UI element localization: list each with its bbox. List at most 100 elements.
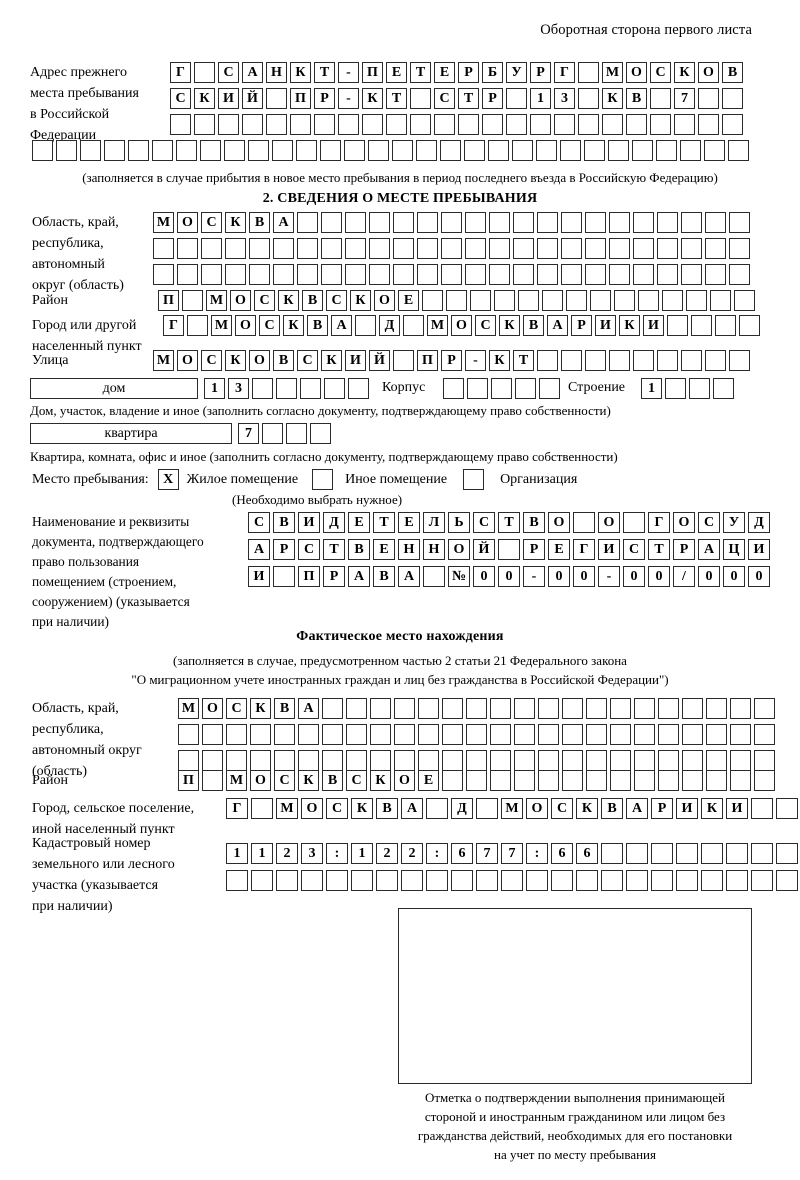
char-cell[interactable]: 1 xyxy=(530,88,551,109)
char-cell[interactable] xyxy=(609,350,630,371)
char-cell[interactable]: Г xyxy=(170,62,191,83)
char-cell[interactable] xyxy=(578,88,599,109)
char-cell[interactable]: У xyxy=(506,62,527,83)
char-cell[interactable]: 2 xyxy=(376,843,398,864)
char-cell[interactable] xyxy=(273,264,294,285)
char-cell[interactable]: Е xyxy=(418,770,439,791)
char-cell[interactable]: О xyxy=(448,539,470,560)
char-cell[interactable] xyxy=(443,378,464,399)
char-cell[interactable]: М xyxy=(602,62,623,83)
char-cell[interactable]: Й xyxy=(242,88,263,109)
char-cell[interactable]: Р xyxy=(571,315,592,336)
char-cell[interactable] xyxy=(667,315,688,336)
char-cell[interactable] xyxy=(451,870,473,891)
char-cell[interactable] xyxy=(698,88,719,109)
char-cell[interactable] xyxy=(442,698,463,719)
char-cell[interactable] xyxy=(514,698,535,719)
char-cell[interactable]: О xyxy=(698,62,719,83)
char-cell[interactable]: 1 xyxy=(641,378,662,399)
char-cell[interactable]: О xyxy=(451,315,472,336)
char-cell[interactable] xyxy=(104,140,125,161)
char-cell[interactable] xyxy=(201,264,222,285)
char-cell[interactable]: 0 xyxy=(723,566,745,587)
char-cell[interactable] xyxy=(634,750,655,771)
char-cell[interactable] xyxy=(609,238,630,259)
char-cell[interactable] xyxy=(442,770,463,791)
char-cell[interactable] xyxy=(554,114,575,135)
char-cell[interactable]: Г xyxy=(226,798,248,819)
char-cell[interactable] xyxy=(417,238,438,259)
char-cell[interactable] xyxy=(434,114,455,135)
korpus-cells[interactable] xyxy=(443,378,560,399)
char-cell[interactable] xyxy=(262,423,283,444)
char-cell[interactable]: О xyxy=(301,798,323,819)
char-cell[interactable] xyxy=(274,750,295,771)
char-cell[interactable] xyxy=(201,238,222,259)
char-cell[interactable] xyxy=(513,238,534,259)
char-cell[interactable]: 1 xyxy=(251,843,273,864)
char-cell[interactable]: К xyxy=(576,798,598,819)
char-cell[interactable] xyxy=(498,539,520,560)
stay-type-option-organization-checkbox[interactable] xyxy=(463,469,485,490)
char-cell[interactable]: О xyxy=(598,512,620,533)
char-cell[interactable] xyxy=(754,698,775,719)
char-cell[interactable] xyxy=(776,843,798,864)
char-cell[interactable]: О xyxy=(626,62,647,83)
char-cell[interactable] xyxy=(729,212,750,233)
char-cell[interactable] xyxy=(202,750,223,771)
char-cell[interactable]: С xyxy=(274,770,295,791)
char-cell[interactable]: Г xyxy=(573,539,595,560)
char-cell[interactable]: В xyxy=(722,62,743,83)
char-cell[interactable] xyxy=(489,212,510,233)
char-cell[interactable] xyxy=(634,698,655,719)
char-cell[interactable] xyxy=(539,378,560,399)
char-cell[interactable] xyxy=(634,724,655,745)
char-cell[interactable]: А xyxy=(401,798,423,819)
char-cell[interactable] xyxy=(705,238,726,259)
char-cell[interactable] xyxy=(681,238,702,259)
char-cell[interactable] xyxy=(701,843,723,864)
char-cell[interactable] xyxy=(324,378,345,399)
char-cell[interactable] xyxy=(560,140,581,161)
char-cell[interactable]: К xyxy=(350,290,371,311)
char-cell[interactable] xyxy=(586,750,607,771)
char-cell[interactable]: В xyxy=(273,350,294,371)
char-cell[interactable] xyxy=(466,724,487,745)
char-cell[interactable] xyxy=(713,378,734,399)
char-cell[interactable]: - xyxy=(338,62,359,83)
char-cell[interactable] xyxy=(518,290,539,311)
char-cell[interactable]: 1 xyxy=(351,843,373,864)
stroenie-cells[interactable]: 1 xyxy=(641,378,734,399)
char-cell[interactable]: Д xyxy=(451,798,473,819)
char-cell[interactable] xyxy=(576,870,598,891)
char-cell[interactable] xyxy=(470,290,491,311)
char-cell[interactable]: С xyxy=(170,88,191,109)
char-cell[interactable] xyxy=(689,378,710,399)
char-cell[interactable]: 1 xyxy=(226,843,248,864)
char-cell[interactable]: С xyxy=(201,212,222,233)
char-cell[interactable] xyxy=(322,750,343,771)
char-cell[interactable] xyxy=(491,378,512,399)
char-cell[interactable] xyxy=(320,140,341,161)
char-cell[interactable] xyxy=(626,114,647,135)
char-cell[interactable]: М xyxy=(501,798,523,819)
char-cell[interactable] xyxy=(538,724,559,745)
char-cell[interactable] xyxy=(490,770,511,791)
char-cell[interactable] xyxy=(393,350,414,371)
char-cell[interactable] xyxy=(490,698,511,719)
char-cell[interactable]: К xyxy=(370,770,391,791)
char-cell[interactable]: К xyxy=(602,88,623,109)
char-cell[interactable]: В xyxy=(307,315,328,336)
char-cell[interactable]: С xyxy=(326,290,347,311)
char-cell[interactable]: П xyxy=(362,62,383,83)
char-cell[interactable] xyxy=(369,238,390,259)
char-cell[interactable] xyxy=(273,566,295,587)
char-cell[interactable] xyxy=(322,724,343,745)
char-cell[interactable] xyxy=(348,378,369,399)
char-cell[interactable] xyxy=(298,724,319,745)
char-cell[interactable]: К xyxy=(290,62,311,83)
char-cell[interactable]: Р xyxy=(482,88,503,109)
char-cell[interactable] xyxy=(681,212,702,233)
